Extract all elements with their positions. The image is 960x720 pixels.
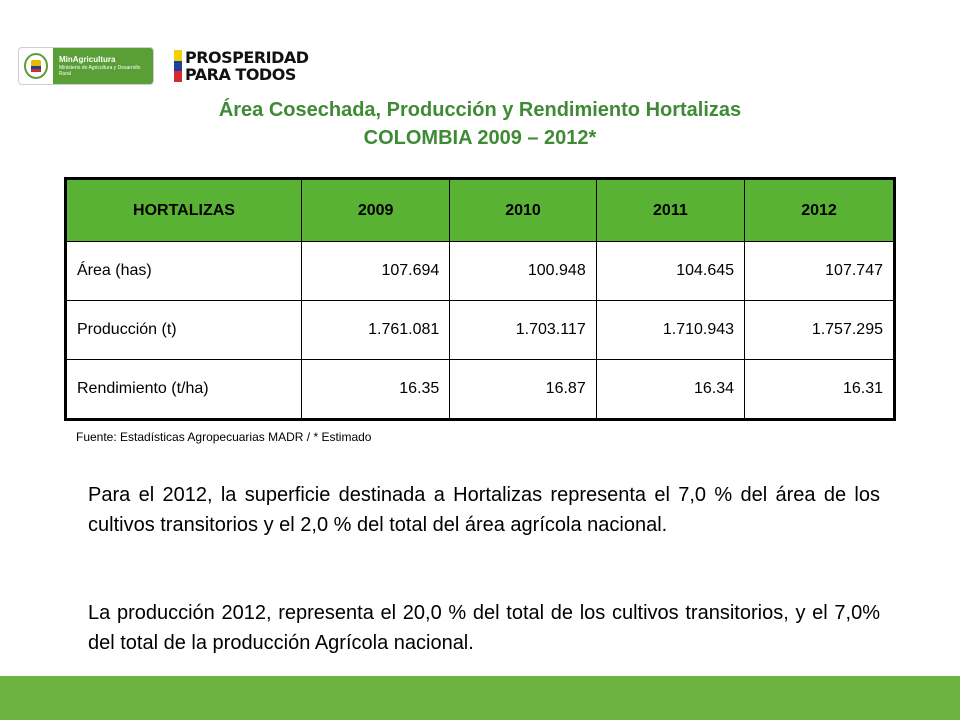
- row-label: Producción (t): [65, 300, 302, 360]
- table-cell: 16.87: [449, 359, 597, 420]
- table-cell: 1.703.117: [449, 300, 597, 360]
- prosperidad-logo: PROSPERIDAD PARA TODOS: [174, 49, 309, 83]
- table-cell: 16.35: [300, 359, 451, 420]
- table-row: Rendimiento (t/ha) 16.35 16.87 16.34 16.…: [65, 359, 895, 420]
- header-cell: 2009: [300, 178, 451, 242]
- table-cell: 16.34: [595, 359, 746, 420]
- row-label: Área (has): [65, 241, 302, 301]
- slogan-line-2: PARA TODOS: [185, 65, 296, 84]
- footer-bar: [0, 676, 960, 720]
- table-cell: 104.645: [595, 241, 746, 301]
- table-cell: 1.761.081: [300, 300, 451, 360]
- header-cell: HORTALIZAS: [65, 178, 302, 242]
- header-cell: 2012: [744, 178, 895, 242]
- table-cell: 1.757.295: [744, 300, 895, 360]
- table-cell: 107.747: [744, 241, 895, 301]
- header-cell: 2011: [595, 178, 746, 242]
- table-row: Área (has) 107.694 100.948 104.645 107.7…: [65, 241, 895, 301]
- table-row: Producción (t) 1.761.081 1.703.117 1.710…: [65, 300, 895, 360]
- table-cell: 100.948: [449, 241, 597, 301]
- row-label: Rendimiento (t/ha): [65, 359, 302, 420]
- table-header-row: HORTALIZAS 2009 2010 2011 2012: [65, 178, 895, 242]
- coat-of-arms-icon: [19, 48, 53, 84]
- table-cell: 16.31: [744, 359, 895, 420]
- ministry-subtitle: Ministerio de Agricultura y Desarrollo R…: [59, 65, 141, 77]
- page-subtitle: COLOMBIA 2009 – 2012*: [363, 127, 597, 149]
- ministry-name: MinAgricultura: [59, 55, 116, 64]
- hortalizas-table: HORTALIZAS 2009 2010 2011 2012 Área (has…: [64, 177, 896, 421]
- source-note: Fuente: Estadísticas Agropecuarias MADR …: [76, 430, 372, 444]
- flag-icon: [174, 50, 182, 83]
- table-cell: 1.710.943: [595, 300, 746, 360]
- page-title: Área Cosechada, Producción y Rendimiento…: [218, 99, 742, 121]
- paragraph-surface: Para el 2012, la superficie destinada a …: [88, 484, 880, 536]
- table-cell: 107.694: [300, 241, 451, 301]
- ministry-label: MinAgricultura Ministerio de Agricultura…: [53, 48, 153, 84]
- paragraph-production: La producción 2012, representa el 20,0 %…: [88, 602, 880, 654]
- ministry-logo: MinAgricultura Ministerio de Agricultura…: [18, 47, 154, 85]
- header-cell: 2010: [449, 178, 597, 242]
- slogan-line-1: PROSPERIDAD: [185, 48, 309, 67]
- header-logos: MinAgricultura Ministerio de Agricultura…: [18, 46, 309, 86]
